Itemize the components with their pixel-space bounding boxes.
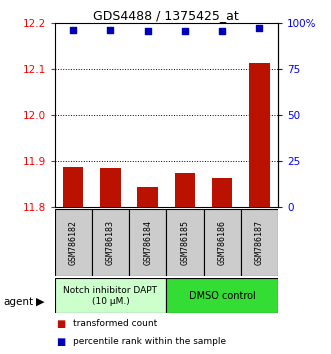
Title: GDS4488 / 1375425_at: GDS4488 / 1375425_at bbox=[93, 9, 239, 22]
Bar bbox=[129, 209, 166, 276]
Bar bbox=[212, 178, 232, 207]
Bar bbox=[55, 278, 166, 313]
Text: Notch inhibitor DAPT
(10 μM.): Notch inhibitor DAPT (10 μM.) bbox=[64, 286, 158, 306]
Text: GSM786187: GSM786187 bbox=[255, 220, 264, 265]
Text: GSM786182: GSM786182 bbox=[69, 220, 78, 265]
Text: GSM786184: GSM786184 bbox=[143, 220, 152, 265]
Text: agent: agent bbox=[3, 297, 33, 307]
Text: GSM786185: GSM786185 bbox=[180, 220, 189, 265]
Bar bbox=[137, 187, 158, 207]
Bar bbox=[166, 278, 278, 313]
Bar bbox=[92, 209, 129, 276]
Bar bbox=[166, 209, 204, 276]
Point bbox=[108, 27, 113, 33]
Text: ■: ■ bbox=[56, 319, 66, 329]
Bar bbox=[175, 172, 195, 207]
Text: GSM786183: GSM786183 bbox=[106, 220, 115, 265]
Bar bbox=[204, 209, 241, 276]
Text: transformed count: transformed count bbox=[73, 319, 157, 329]
Point bbox=[182, 28, 188, 34]
Bar bbox=[100, 169, 121, 207]
Text: percentile rank within the sample: percentile rank within the sample bbox=[73, 337, 226, 346]
Bar bbox=[241, 209, 278, 276]
Point bbox=[71, 27, 76, 33]
Text: GSM786186: GSM786186 bbox=[218, 220, 227, 265]
Bar bbox=[63, 167, 83, 207]
Bar bbox=[249, 63, 270, 207]
Point bbox=[219, 28, 225, 34]
Bar bbox=[55, 209, 92, 276]
Point bbox=[145, 28, 150, 34]
Text: ▶: ▶ bbox=[36, 297, 44, 307]
Point bbox=[257, 25, 262, 30]
Text: ■: ■ bbox=[56, 337, 66, 347]
Text: DMSO control: DMSO control bbox=[189, 291, 256, 301]
